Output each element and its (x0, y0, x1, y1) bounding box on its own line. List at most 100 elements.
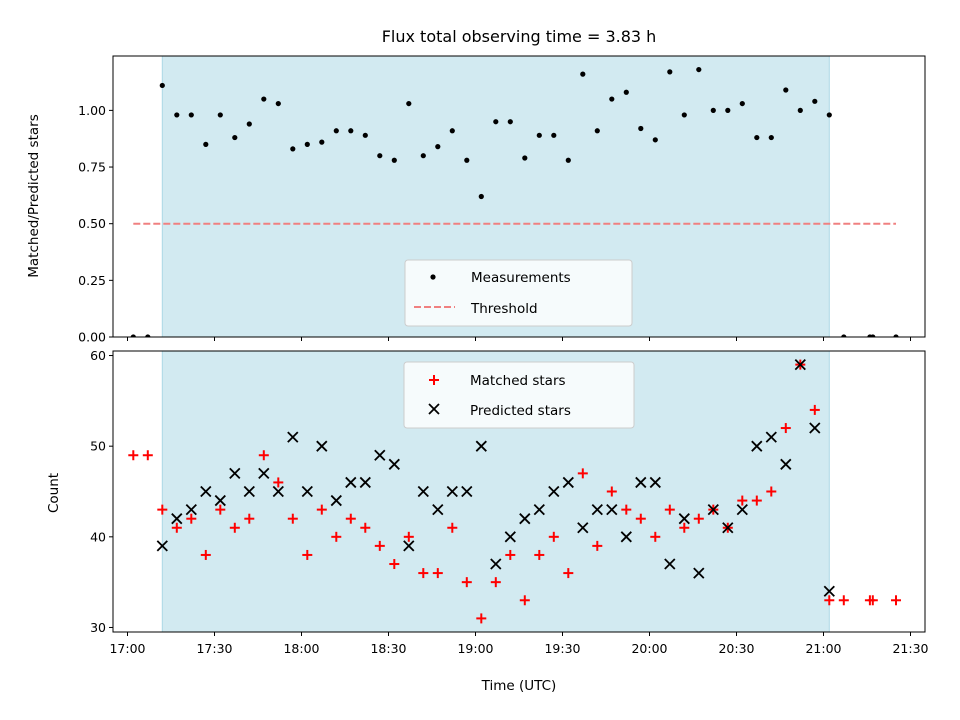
matched-star-point (780, 423, 791, 434)
measurement-point (551, 132, 557, 138)
chart-title: Flux total observing time = 3.83 h (382, 27, 657, 46)
measurement-point (464, 157, 470, 163)
predicted-star-point (200, 485, 212, 498)
matched-star-point (273, 477, 284, 488)
measurement-point (696, 66, 702, 73)
matched-star-point (606, 486, 617, 497)
predicted-star-point (461, 485, 473, 498)
predicted-marker-b (461, 485, 473, 498)
measurement-point (261, 96, 267, 102)
matched-star-point (432, 568, 443, 579)
measurement-point (377, 153, 383, 159)
measurement-point (667, 69, 673, 75)
predicted-star-point (649, 476, 661, 489)
matched-star-point (737, 495, 748, 506)
predicted-marker-b (751, 440, 763, 452)
predicted-marker-b (649, 476, 661, 489)
matched-star-point (548, 531, 559, 542)
measurement-point (710, 107, 716, 113)
top-panel: 0.00 0.25 0.50 0.75 1.00 Measurements Threshol… (78, 55, 926, 345)
x-tick-label: 21:00 (805, 641, 841, 656)
predicted-marker-b (432, 503, 444, 516)
predicted-star-point (533, 503, 545, 516)
matched-star-point (592, 540, 603, 551)
predicted-marker-b (707, 503, 719, 516)
predicted-star-point (330, 494, 342, 507)
measurement-point (638, 125, 644, 132)
predicted-marker-b (258, 467, 270, 480)
measurement-point (362, 132, 368, 138)
matched-star-point (389, 559, 400, 570)
measurement-point (203, 141, 209, 147)
matched-star-point (809, 404, 820, 415)
bottom-y-axis-label: Count (46, 473, 62, 513)
matched-star-point (766, 486, 777, 497)
predicted-marker-b (635, 476, 647, 489)
y-tick-label: 60 (90, 348, 106, 363)
predicted-marker-b (490, 558, 502, 570)
predicted-marker-b (693, 567, 705, 579)
predicted-star-point (635, 476, 647, 489)
predicted-star-point (490, 558, 502, 570)
measurement-point (522, 155, 528, 161)
matched-star-point (679, 522, 690, 533)
predicted-star-point (722, 522, 734, 534)
predicted-star-point (736, 503, 748, 516)
measurement-point (145, 334, 151, 337)
measurement-point (652, 137, 658, 143)
predicted-star-point (693, 567, 705, 579)
predicted-marker-b (780, 458, 792, 470)
predicted-marker-b (678, 513, 690, 525)
predicted-star-point (432, 503, 444, 516)
measurement-point (333, 128, 339, 134)
measurement-point (797, 107, 803, 113)
plot-area (130, 66, 899, 337)
predicted-star-point (519, 513, 531, 525)
measurement-point (609, 96, 615, 102)
predicted-star-point (475, 440, 487, 452)
predicted-star-point (577, 522, 589, 534)
predicted-marker-b (620, 531, 632, 543)
predicted-marker-b (301, 485, 313, 498)
predicted-marker-b (287, 431, 299, 443)
x-tick-label: 17:00 (109, 641, 145, 656)
legend-box (403, 361, 635, 429)
legend-label-matched: Matched stars (470, 373, 566, 389)
predicted-star-point (794, 358, 806, 371)
predicted-marker-b (330, 494, 342, 507)
matched-star-point (867, 595, 878, 606)
predicted-marker-b (156, 540, 168, 552)
measurement-point (725, 107, 731, 113)
predicted-star-point (548, 485, 560, 498)
matched-star-point (403, 531, 414, 542)
x-axis-label: Time (UTC) (481, 678, 557, 694)
axes-frame (112, 55, 926, 338)
measurement-point (217, 112, 223, 118)
predicted-marker-b (243, 485, 255, 498)
legend-predicted-marker-b (428, 403, 440, 415)
measurement-point (754, 134, 760, 141)
predicted-marker-b (504, 531, 516, 543)
legend: Matched stars Predicted stars (403, 361, 635, 429)
y-tick-label: 40 (90, 529, 106, 544)
matched-star-point (490, 577, 501, 588)
measurement-point (565, 157, 571, 163)
matched-star-point (418, 568, 429, 579)
predicted-star-point (562, 476, 574, 489)
measurement-point (319, 139, 325, 145)
legend-label-measurements: Measurements (471, 270, 571, 286)
matched-star-point (563, 568, 574, 579)
measurement-point (826, 112, 832, 118)
matched-star-point (229, 522, 240, 533)
x-tick-label: 17:30 (196, 641, 232, 656)
predicted-marker-b (809, 422, 821, 434)
matched-star-point (476, 613, 487, 624)
axes-frame (112, 350, 926, 633)
predicted-star-point (765, 431, 777, 443)
matched-star-point (650, 531, 661, 542)
matched-star-point (142, 450, 153, 461)
predicted-marker-b (794, 358, 806, 371)
matched-star-point (128, 450, 139, 461)
predicted-marker-b (664, 558, 676, 570)
predicted-star-point (258, 467, 270, 480)
